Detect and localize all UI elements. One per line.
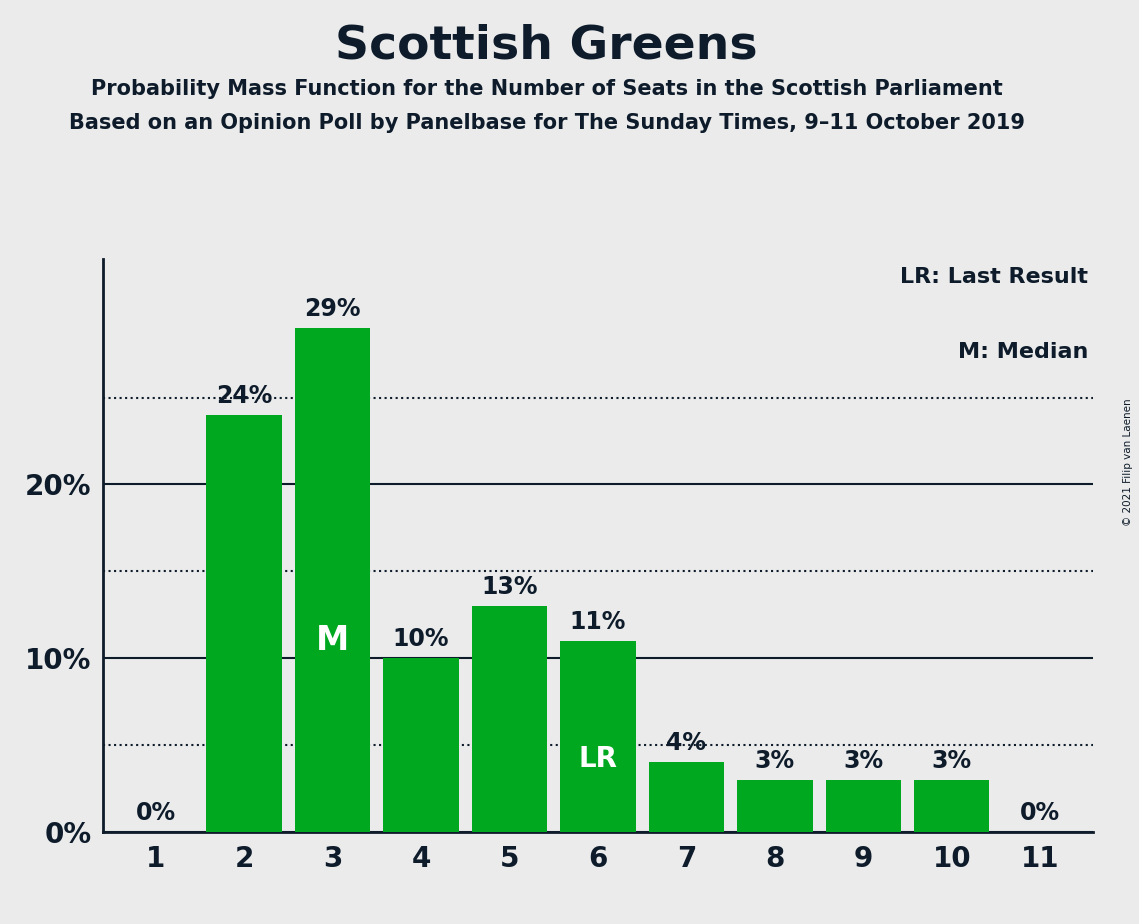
Bar	[915, 780, 990, 832]
Text: 0%: 0%	[1021, 801, 1060, 824]
Text: Based on an Opinion Poll by Panelbase for The Sunday Times, 9–11 October 2019: Based on an Opinion Poll by Panelbase fo…	[68, 113, 1025, 133]
Text: 3%: 3%	[755, 748, 795, 772]
Bar	[560, 640, 636, 832]
Text: 13%: 13%	[482, 575, 538, 599]
Bar	[472, 606, 547, 832]
Text: Probability Mass Function for the Number of Seats in the Scottish Parliament: Probability Mass Function for the Number…	[91, 79, 1002, 99]
Text: 0%: 0%	[136, 801, 175, 824]
Bar	[737, 780, 812, 832]
Text: M: M	[316, 624, 350, 657]
Bar	[206, 415, 281, 832]
Text: Scottish Greens: Scottish Greens	[335, 23, 759, 68]
Text: 3%: 3%	[932, 748, 972, 772]
Text: LR: LR	[579, 745, 617, 773]
Text: 29%: 29%	[304, 298, 361, 322]
Text: 10%: 10%	[393, 627, 449, 651]
Text: 4%: 4%	[666, 731, 706, 755]
Text: M: Median: M: Median	[958, 342, 1089, 362]
Text: LR: Last Result: LR: Last Result	[901, 267, 1089, 287]
Bar	[384, 658, 459, 832]
Text: 11%: 11%	[570, 610, 626, 634]
Text: 24%: 24%	[216, 384, 272, 408]
Bar	[826, 780, 901, 832]
Bar	[649, 762, 724, 832]
Text: 3%: 3%	[843, 748, 884, 772]
Bar	[295, 328, 370, 832]
Text: © 2021 Filip van Laenen: © 2021 Filip van Laenen	[1123, 398, 1133, 526]
